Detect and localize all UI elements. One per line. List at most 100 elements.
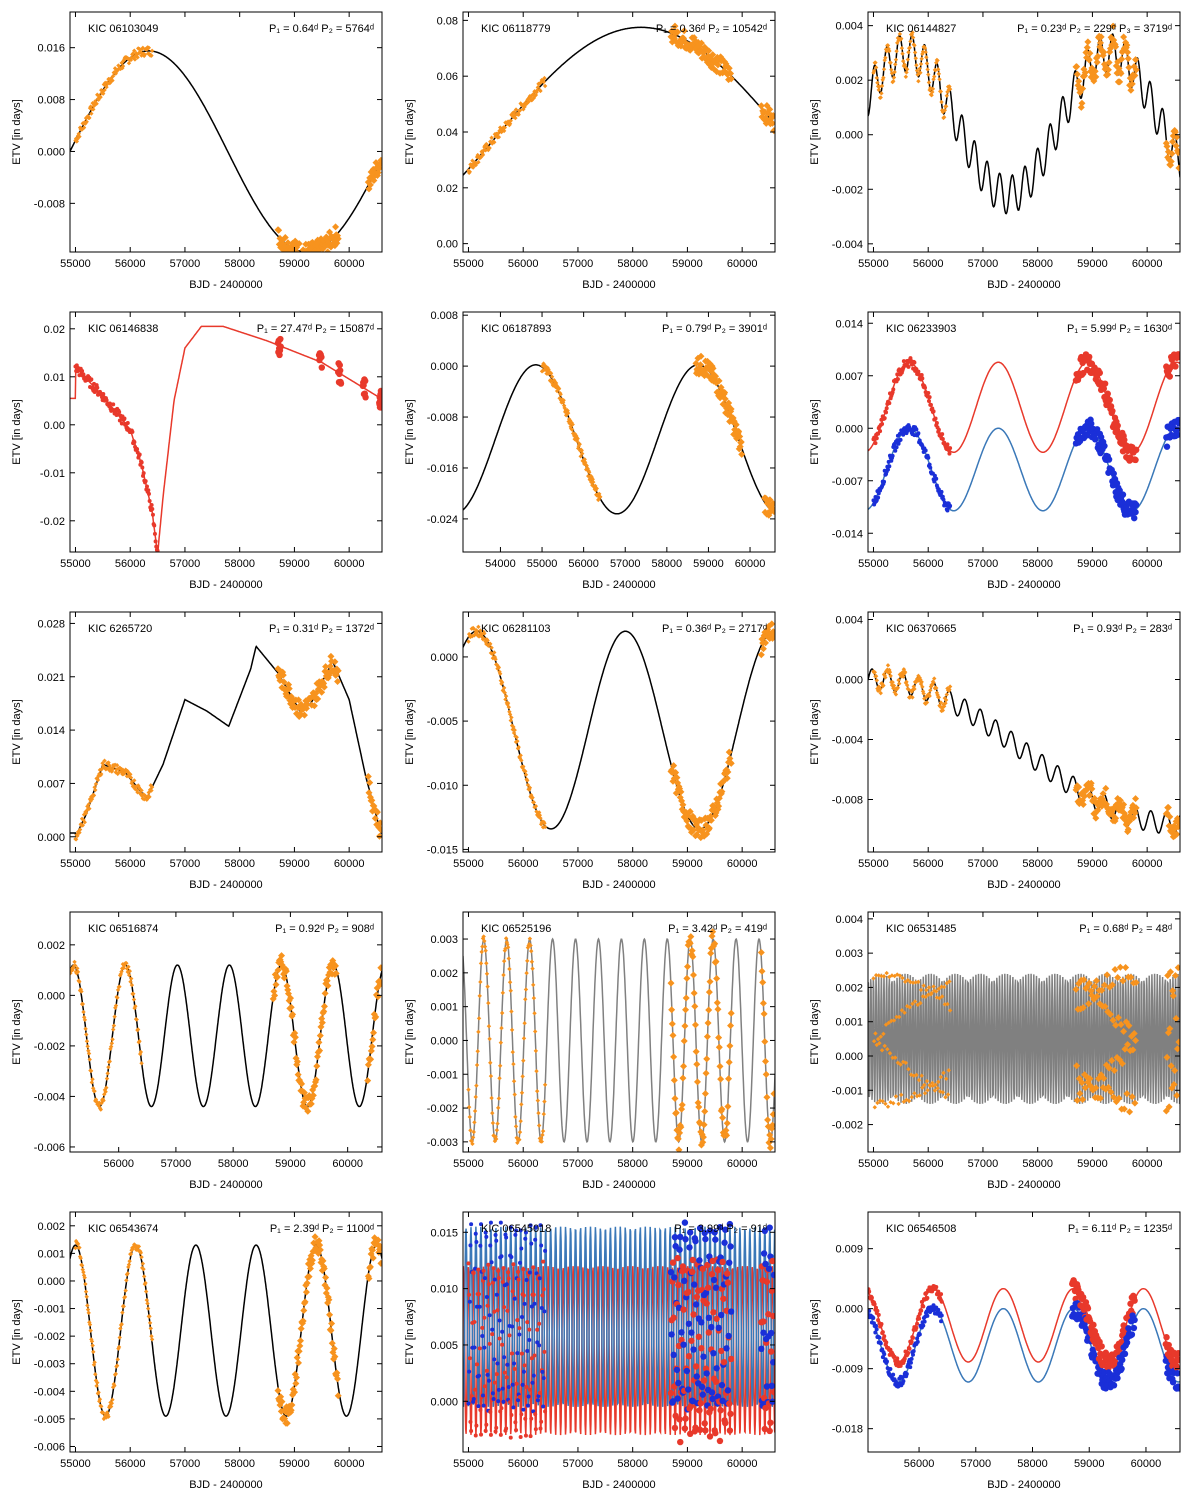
data-point <box>1124 48 1132 56</box>
data-point <box>90 100 95 106</box>
data-point <box>889 1018 894 1024</box>
data-point <box>314 1053 322 1061</box>
data-point <box>504 1375 509 1380</box>
data-point <box>688 947 696 955</box>
data-point <box>361 377 369 385</box>
data-point <box>106 762 112 768</box>
data-point <box>271 991 279 999</box>
data-point <box>583 462 588 467</box>
data-point <box>891 1018 897 1023</box>
data-point <box>924 987 929 993</box>
data-point <box>282 967 290 975</box>
data-point <box>518 1435 523 1440</box>
data-point <box>488 1432 493 1437</box>
x-tick-label: 56000 <box>913 558 944 570</box>
data-point <box>924 700 930 705</box>
data-point <box>703 1033 711 1041</box>
star-id-label: KIC 06546508 <box>886 1223 956 1235</box>
data-point <box>532 1029 538 1034</box>
data-point <box>1100 385 1107 392</box>
data-point <box>523 772 529 777</box>
data-point <box>80 823 85 828</box>
data-point <box>128 775 134 780</box>
data-point <box>727 759 735 767</box>
data-point <box>909 689 914 694</box>
data-point <box>700 1121 708 1129</box>
data-point <box>533 1412 538 1417</box>
x-tick-label: 57000 <box>161 1158 192 1170</box>
data-point <box>1114 422 1121 429</box>
data-point <box>887 464 892 469</box>
data-point <box>718 788 726 796</box>
data-point <box>532 1353 537 1358</box>
data-point <box>92 1088 97 1094</box>
data-point <box>1103 971 1111 979</box>
data-point <box>684 963 692 971</box>
x-axis-label: BJD - 2400000 <box>189 279 262 291</box>
x-tick-label: 57000 <box>968 858 999 870</box>
data-point <box>880 1355 885 1360</box>
data-point <box>937 77 942 82</box>
data-point <box>728 1308 735 1315</box>
data-point <box>112 69 117 75</box>
plot-frame <box>867 311 1181 553</box>
data-point <box>374 1236 382 1244</box>
data-point <box>542 1309 547 1314</box>
data-point <box>523 1433 528 1438</box>
data-point <box>910 980 916 985</box>
data-point <box>90 1077 95 1082</box>
x-tick-label: 54000 <box>485 558 516 570</box>
data-point <box>525 1320 530 1325</box>
data-point <box>537 1390 542 1395</box>
data-point <box>478 628 483 633</box>
data-point <box>541 79 546 85</box>
data-point <box>504 1282 509 1287</box>
data-point <box>1085 1000 1093 1008</box>
data-point <box>521 102 527 107</box>
data-point <box>692 1048 700 1056</box>
data-point <box>81 372 86 377</box>
y-axis-label: ETV [in days] <box>809 699 821 764</box>
data-point <box>519 1315 524 1320</box>
data-point <box>377 964 382 972</box>
data-point <box>926 80 932 85</box>
data-point <box>134 52 140 57</box>
chart-panel: 55000 56000 57000 58000 59000 600000.0000.007… <box>11 611 383 891</box>
data-point <box>679 1263 687 1270</box>
data-point <box>77 827 83 832</box>
plot-area <box>868 1277 1180 1392</box>
data-point <box>1129 1046 1137 1054</box>
data-point <box>377 826 382 834</box>
data-point <box>594 486 599 491</box>
data-point <box>1100 48 1108 56</box>
data-point <box>510 1324 515 1329</box>
plot-area <box>70 1233 382 1427</box>
data-point <box>877 1098 883 1103</box>
data-point <box>681 1277 688 1285</box>
period-label: P₁ = 3.42ᵈ P₂ = 419ᵈ <box>668 923 767 935</box>
data-point <box>879 83 885 89</box>
data-point <box>904 679 909 685</box>
data-point <box>506 1270 511 1275</box>
data-point <box>96 773 101 778</box>
data-point <box>542 821 547 826</box>
data-point <box>115 1357 120 1362</box>
y-tick-label: 0.000 <box>430 361 458 373</box>
data-point <box>714 1005 722 1013</box>
data-point <box>472 1345 477 1350</box>
data-point <box>481 1393 486 1398</box>
data-point <box>1130 1029 1138 1037</box>
data-point <box>483 148 488 153</box>
data-point <box>491 1397 496 1402</box>
data-point <box>480 1325 485 1330</box>
data-point <box>1091 982 1099 990</box>
x-tick-label: 59000 <box>279 258 310 270</box>
data-point <box>541 1111 546 1117</box>
data-point <box>376 819 382 827</box>
data-point <box>1084 38 1092 46</box>
data-point <box>1106 396 1113 404</box>
data-point <box>294 1071 302 1079</box>
data-point <box>287 994 295 1002</box>
data-point <box>137 1039 142 1044</box>
data-point <box>947 687 952 692</box>
